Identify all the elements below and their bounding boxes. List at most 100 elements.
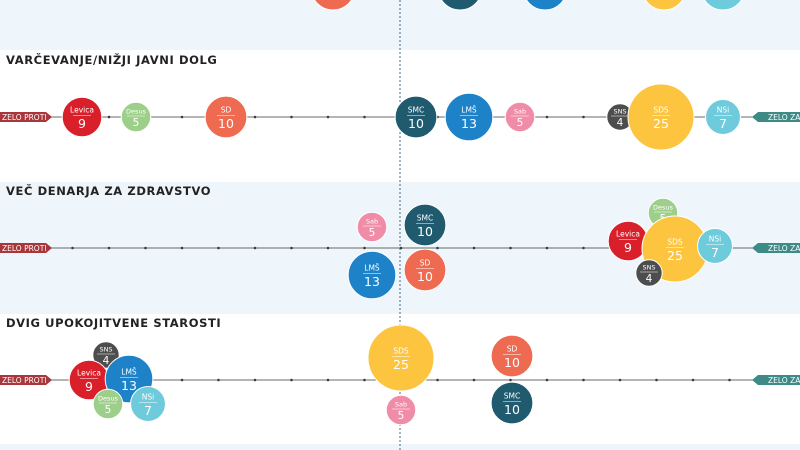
party-name: SNS	[99, 346, 112, 354]
party-seats: 13	[121, 378, 137, 393]
party-name: Sab	[514, 108, 526, 116]
party-seats: 7	[711, 245, 719, 260]
axis-tick	[509, 378, 512, 382]
party-bubble	[703, 0, 743, 11]
axis-tick	[290, 246, 293, 250]
party-name: NSi	[717, 106, 729, 115]
axis-tick	[545, 246, 549, 250]
bubble-circle	[130, 386, 166, 422]
party-name: SMC	[417, 214, 433, 223]
axis-tick	[290, 115, 293, 119]
bubble-circle	[61, 96, 103, 138]
axis-tick	[509, 246, 512, 250]
bubble-circle	[403, 248, 447, 292]
party-bubble	[644, 0, 684, 11]
party-name: SD	[420, 259, 431, 268]
party-seats: 5	[517, 117, 524, 129]
party-name: LMŠ	[364, 264, 380, 273]
party-seats: 7	[144, 403, 152, 418]
party-seats: 5	[133, 117, 140, 129]
panel-background	[0, 444, 800, 450]
strongly-against-label: ZELO PROTI	[2, 244, 47, 253]
party-seats: 10	[417, 224, 433, 239]
axis-tick	[107, 115, 111, 119]
axis-tick	[728, 378, 731, 382]
party-name: NSi	[142, 393, 154, 402]
strongly-for-label: ZELO ZA	[768, 113, 800, 122]
panel-title: VEČ DENARJA ZA ZDRAVSTVO	[6, 183, 211, 198]
axis-tick	[217, 378, 220, 382]
axis-tick	[436, 378, 439, 382]
party-seats: 5	[369, 227, 376, 239]
bubble-circle	[635, 259, 663, 287]
party-name: Levica	[77, 369, 101, 378]
bubble-circle	[703, 0, 743, 11]
axis-tick	[472, 246, 476, 250]
party-seats: 9	[85, 379, 93, 394]
axis-tick	[582, 115, 585, 119]
axis-tick	[363, 115, 366, 119]
party-name: Sab	[366, 218, 378, 226]
axis-tick	[326, 246, 330, 250]
axis-tick	[107, 246, 111, 250]
bubble-circle	[385, 394, 417, 426]
bubble-circle	[347, 250, 397, 300]
panel-title: VARČEVANJE/NIŽJI JAVNI DOLG	[6, 52, 217, 67]
party-name: Desus	[126, 108, 147, 116]
panel-2: VARČEVANJE/NIŽJI JAVNI DOLG ZELO PROTI ZEL…	[0, 52, 800, 151]
bubble-circle	[313, 0, 353, 11]
party-seats: 5	[105, 404, 112, 416]
axis-tick	[399, 246, 403, 250]
strongly-against-tag	[0, 112, 52, 122]
party-name: SDS	[393, 347, 409, 356]
bubble-circle	[504, 101, 536, 133]
bubble-circle	[394, 95, 438, 139]
bubble-circle	[627, 83, 695, 151]
axis-tick	[290, 378, 293, 382]
party-seats: 9	[78, 116, 86, 131]
axis-tick	[180, 246, 184, 250]
strongly-against-tag	[0, 243, 52, 253]
bubble-circle	[705, 99, 741, 135]
axis-tick	[655, 378, 658, 382]
strongly-for-tag	[752, 112, 800, 122]
party-seats: 9	[624, 240, 632, 255]
axis-tick	[326, 115, 330, 119]
party-name: Desus	[653, 204, 674, 212]
party-name: LMŠ	[121, 368, 137, 377]
party-seats: 10	[504, 355, 520, 370]
party-seats: 25	[653, 116, 669, 131]
axis-tick	[691, 378, 695, 382]
party-seats: 10	[504, 402, 520, 417]
bubble-circle	[120, 101, 152, 133]
axis-tick	[253, 115, 257, 119]
bubble-circle	[525, 0, 565, 11]
axis-tick	[363, 378, 366, 382]
party-name: SD	[507, 345, 518, 354]
bubble-circle	[697, 228, 733, 264]
party-name: SNS	[613, 108, 626, 116]
axis-tick	[180, 115, 184, 119]
axis-tick	[472, 378, 476, 382]
bubble-circle	[403, 203, 447, 247]
panel-1	[313, 0, 743, 11]
axis-tick	[436, 246, 439, 250]
bubble-circle	[367, 324, 435, 392]
axis-tick	[180, 378, 184, 382]
